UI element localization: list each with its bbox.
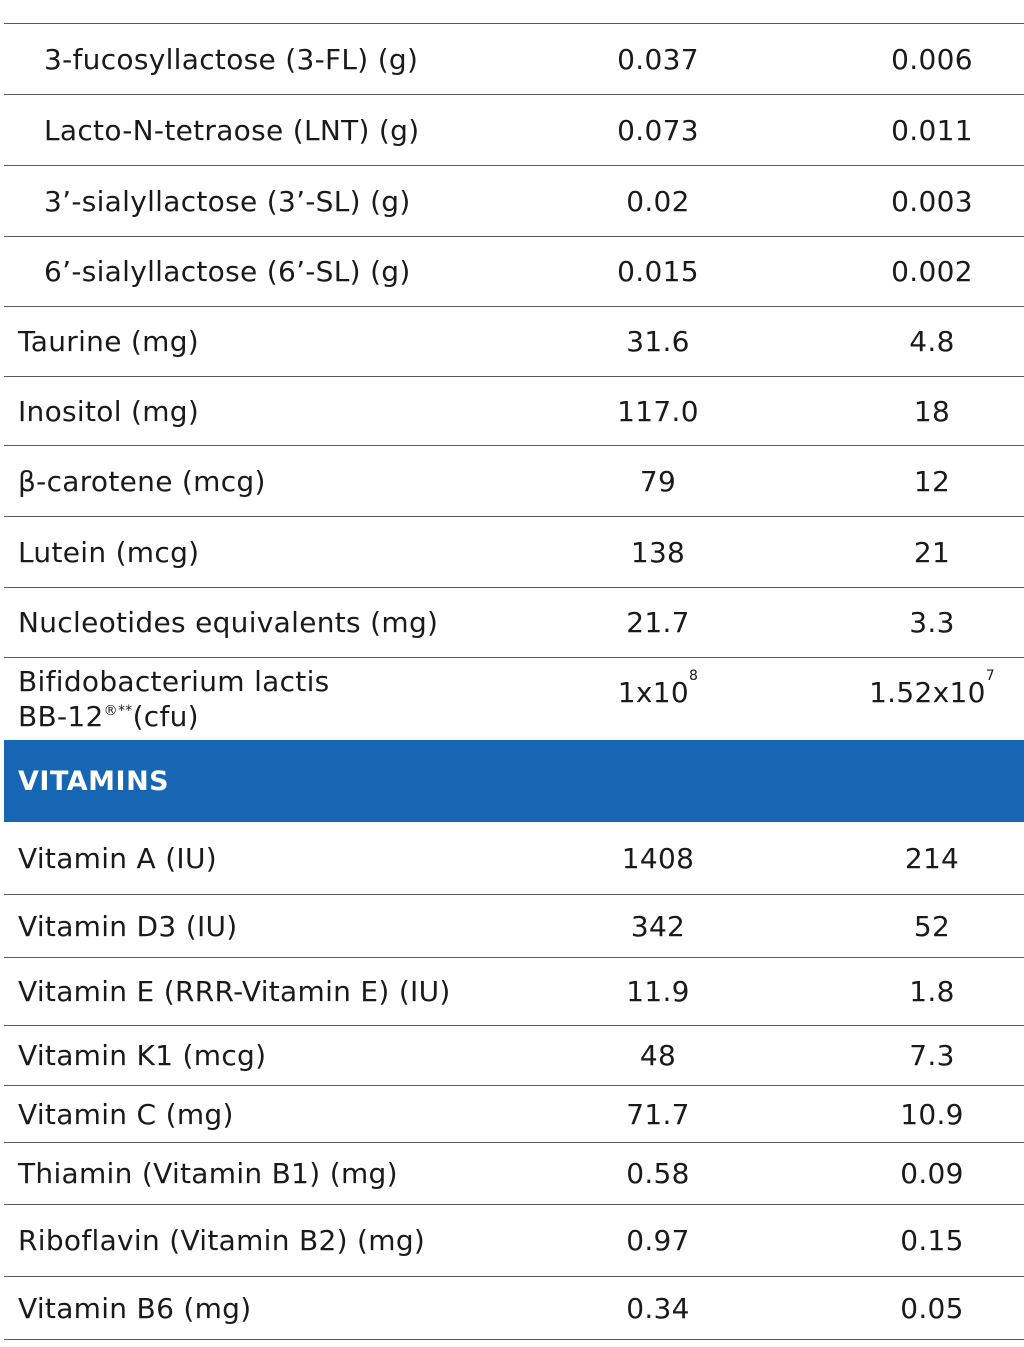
row-value-per-100kcal: 0.09 bbox=[900, 1157, 964, 1190]
row-label: Vitamin K1 (mcg) bbox=[18, 1039, 267, 1072]
trademark-marker: ®** bbox=[103, 703, 133, 719]
row-label: 3-fucosyllactose (3-FL) (g) bbox=[44, 42, 419, 76]
table-row: Vitamin K1 (mcg) 48 7.3 bbox=[4, 1026, 1024, 1086]
row-label-unit: (cfu) bbox=[132, 700, 199, 733]
table-row: Taurine (mg) 31.6 4.8 bbox=[4, 307, 1024, 377]
row-label: Vitamin E (RRR-Vitamin E) (IU) bbox=[18, 975, 451, 1008]
row-label: Vitamin B6 (mg) bbox=[18, 1291, 252, 1325]
row-label: Lutein (mcg) bbox=[18, 535, 200, 569]
table-row-bifidobacterium: Bifidobacterium lactis BB-12®**(cfu) 1x1… bbox=[4, 658, 1024, 740]
row-value-per-100ml: 138 bbox=[630, 535, 686, 569]
row-label: Riboflavin (Vitamin B2) (mg) bbox=[18, 1224, 426, 1257]
row-value-per-100kcal: 12 bbox=[913, 464, 951, 498]
row-value-per-100ml: 0.34 bbox=[626, 1291, 690, 1325]
row-value-per-100kcal: 18 bbox=[913, 394, 951, 428]
row-value-per-100ml: 0.015 bbox=[617, 255, 699, 288]
row-value-per-100kcal: 0.003 bbox=[891, 184, 973, 218]
row-value-per-100kcal: 0.15 bbox=[900, 1224, 964, 1257]
row-value-per-100kcal: 1.52x10 7 bbox=[869, 668, 995, 709]
table-row: Vitamin B6 (mg) 0.34 0.05 bbox=[4, 1277, 1024, 1340]
table-row: Vitamin C (mg) 71.7 10.9 bbox=[4, 1086, 1024, 1143]
nutrition-table: 3-fucosyllactose (3-FL) (g) 0.037 0.006 … bbox=[4, 0, 1024, 1340]
table-row: 6’-sialyllactose (6’-SL) (g) 0.015 0.002 bbox=[4, 237, 1024, 307]
row-value-per-100ml: 0.073 bbox=[617, 113, 699, 147]
row-label: Vitamin A (IU) bbox=[18, 841, 218, 875]
row-value-per-100kcal: 4.8 bbox=[909, 325, 955, 358]
row-value-per-100kcal: 10.9 bbox=[900, 1097, 964, 1131]
row-value-per-100ml: 0.037 bbox=[617, 42, 699, 76]
row-label: 6’-sialyllactose (6’-SL) (g) bbox=[44, 255, 411, 288]
row-value-per-100kcal: 7.3 bbox=[909, 1039, 955, 1072]
row-label: Lacto-N-tetraose (LNT) (g) bbox=[44, 113, 420, 147]
row-value-per-100kcal: 52 bbox=[913, 909, 951, 943]
row-label: Vitamin D3 (IU) bbox=[18, 909, 238, 943]
row-label: Vitamin C (mg) bbox=[18, 1097, 234, 1131]
row-value-per-100ml: 0.02 bbox=[626, 184, 690, 218]
row-label-strain: BB-12 bbox=[18, 700, 104, 733]
table-row: 3’-sialyllactose (3’-SL) (g) 0.02 0.003 bbox=[4, 166, 1024, 237]
row-value-per-100ml: 31.6 bbox=[626, 325, 690, 358]
row-value-per-100ml: 1x10 8 bbox=[617, 668, 699, 709]
row-label-line1: Bifidobacterium lactis bbox=[18, 665, 330, 698]
table-row: Lacto-N-tetraose (LNT) (g) 0.073 0.011 bbox=[4, 95, 1024, 166]
row-label: Taurine (mg) bbox=[18, 325, 200, 358]
row-value-per-100kcal: 0.011 bbox=[891, 113, 973, 147]
row-value-per-100kcal: 21 bbox=[913, 535, 951, 569]
row-label: Inositol (mg) bbox=[18, 394, 200, 428]
row-label: 3’-sialyllactose (3’-SL) (g) bbox=[44, 184, 411, 218]
row-label: Nucleotides equivalents (mg) bbox=[18, 606, 439, 639]
row-value-per-100ml: 117.0 bbox=[617, 394, 699, 428]
row-label: β-carotene (mcg) bbox=[18, 464, 266, 498]
table-row: Inositol (mg) 117.0 18 bbox=[4, 377, 1024, 446]
table-row: β-carotene (mcg) 79 12 bbox=[4, 446, 1024, 517]
row-label-line2: BB-12®**(cfu) bbox=[18, 699, 199, 734]
table-row: Vitamin E (RRR-Vitamin E) (IU) 11.9 1.8 bbox=[4, 958, 1024, 1026]
row-value-per-100ml: 21.7 bbox=[626, 606, 690, 639]
table-row: Vitamin A (IU) 1408 214 bbox=[4, 822, 1024, 895]
table-row: Nucleotides equivalents (mg) 21.7 3.3 bbox=[4, 588, 1024, 658]
value-base: 1.52x10 bbox=[869, 676, 986, 709]
row-value-per-100kcal: 3.3 bbox=[909, 606, 955, 639]
table-row: Vitamin D3 (IU) 342 52 bbox=[4, 895, 1024, 958]
row-value-per-100ml: 11.9 bbox=[626, 975, 690, 1008]
section-title: VITAMINS bbox=[18, 765, 170, 797]
row-value-per-100ml: 0.97 bbox=[626, 1224, 690, 1257]
row-value-per-100ml: 0.58 bbox=[626, 1157, 690, 1190]
row-label: Thiamin (Vitamin B1) (mg) bbox=[18, 1157, 398, 1190]
row-value-per-100ml: 342 bbox=[630, 909, 686, 943]
row-value-per-100kcal: 214 bbox=[904, 841, 960, 875]
row-value-per-100kcal: 0.05 bbox=[900, 1291, 964, 1325]
table-row: Thiamin (Vitamin B1) (mg) 0.58 0.09 bbox=[4, 1143, 1024, 1205]
row-value-per-100kcal: 1.8 bbox=[909, 975, 955, 1008]
table-row: Riboflavin (Vitamin B2) (mg) 0.97 0.15 bbox=[4, 1205, 1024, 1277]
row-value-per-100ml: 79 bbox=[639, 464, 677, 498]
value-base: 1x10 bbox=[617, 676, 689, 709]
row-value-per-100kcal: 0.006 bbox=[891, 42, 973, 76]
table-top-border bbox=[4, 0, 1024, 24]
row-value-per-100kcal: 0.002 bbox=[891, 255, 973, 288]
row-value-per-100ml: 1408 bbox=[621, 841, 695, 875]
row-label: Bifidobacterium lactis BB-12®**(cfu) bbox=[18, 658, 330, 740]
row-value-per-100ml: 48 bbox=[639, 1039, 677, 1072]
section-header-vitamins: VITAMINS bbox=[4, 740, 1024, 822]
table-row: 3-fucosyllactose (3-FL) (g) 0.037 0.006 bbox=[4, 24, 1024, 95]
row-value-per-100ml: 71.7 bbox=[626, 1097, 690, 1131]
table-row: Lutein (mcg) 138 21 bbox=[4, 517, 1024, 588]
